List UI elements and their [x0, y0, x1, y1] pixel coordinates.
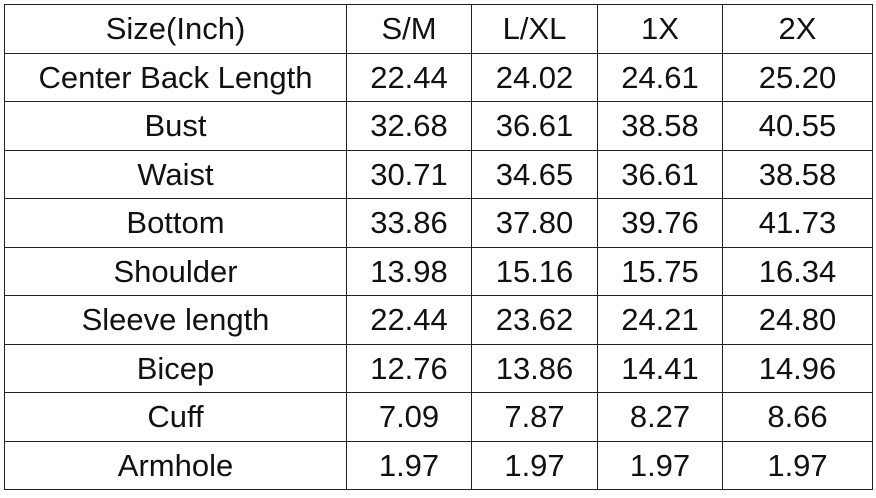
table-row: Shoulder 13.98 15.16 15.75 16.34 [4, 246, 873, 296]
measurement-label: Bottom [4, 198, 347, 248]
measurement-value: 41.73 [722, 198, 873, 248]
measurement-value: 22.44 [346, 52, 472, 102]
measurement-label: Sleeve length [4, 295, 347, 345]
measurement-value: 22.44 [346, 295, 472, 345]
measurement-value: 15.75 [597, 246, 723, 296]
measurement-value: 12.76 [346, 343, 472, 393]
column-header: S/M [346, 4, 472, 54]
measurement-value: 13.86 [471, 343, 598, 393]
measurement-value: 1.97 [597, 440, 723, 490]
table-row: Sleeve length 22.44 23.62 24.21 24.80 [4, 295, 873, 345]
column-header: 1X [597, 4, 723, 54]
table-row: Center Back Length 22.44 24.02 24.61 25.20 [4, 52, 873, 102]
measurement-value: 39.76 [597, 198, 723, 248]
header-row: Size(Inch) S/M L/XL 1X 2X [4, 4, 873, 54]
measurement-value: 24.21 [597, 295, 723, 345]
measurement-value: 36.61 [597, 149, 723, 199]
table-row: Bicep 12.76 13.86 14.41 14.96 [4, 343, 873, 393]
table-row: Bust 32.68 36.61 38.58 40.55 [4, 101, 873, 151]
measurement-value: 36.61 [471, 101, 598, 151]
measurement-value: 24.80 [722, 295, 873, 345]
table-row: Bottom 33.86 37.80 39.76 41.73 [4, 198, 873, 248]
measurement-value: 15.16 [471, 246, 598, 296]
measurement-value: 32.68 [346, 101, 472, 151]
measurement-value: 24.61 [597, 52, 723, 102]
measurement-value: 23.62 [471, 295, 598, 345]
measurement-label: Center Back Length [4, 52, 347, 102]
measurement-label: Waist [4, 149, 347, 199]
measurement-label: Shoulder [4, 246, 347, 296]
measurement-value: 40.55 [722, 101, 873, 151]
column-header: L/XL [471, 4, 598, 54]
measurement-label: Armhole [4, 440, 347, 490]
measurement-label: Cuff [4, 392, 347, 442]
measurement-value: 8.66 [722, 392, 873, 442]
measurement-value: 38.58 [722, 149, 873, 199]
measurement-value: 37.80 [471, 198, 598, 248]
measurement-label: Bicep [4, 343, 347, 393]
column-header: 2X [722, 4, 873, 54]
measurement-value: 25.20 [722, 52, 873, 102]
measurement-value: 1.97 [346, 440, 472, 490]
measurement-value: 30.71 [346, 149, 472, 199]
measurement-value: 16.34 [722, 246, 873, 296]
table-row: Armhole 1.97 1.97 1.97 1.97 [4, 440, 873, 490]
measurement-value: 33.86 [346, 198, 472, 248]
measurement-value: 34.65 [471, 149, 598, 199]
measurement-value: 14.41 [597, 343, 723, 393]
table-row: Cuff 7.09 7.87 8.27 8.66 [4, 392, 873, 442]
size-chart-table: Size(Inch) S/M L/XL 1X 2X Center Back Length 2… [4, 4, 873, 490]
measurement-value: 8.27 [597, 392, 723, 442]
column-header: Size(Inch) [4, 4, 347, 54]
table-row: Waist 30.71 34.65 36.61 38.58 [4, 149, 873, 199]
measurement-value: 1.97 [471, 440, 598, 490]
measurement-value: 24.02 [471, 52, 598, 102]
measurement-value: 7.87 [471, 392, 598, 442]
measurement-value: 14.96 [722, 343, 873, 393]
measurement-value: 13.98 [346, 246, 472, 296]
measurement-value: 1.97 [722, 440, 873, 490]
measurement-value: 38.58 [597, 101, 723, 151]
measurement-value: 7.09 [346, 392, 472, 442]
measurement-label: Bust [4, 101, 347, 151]
